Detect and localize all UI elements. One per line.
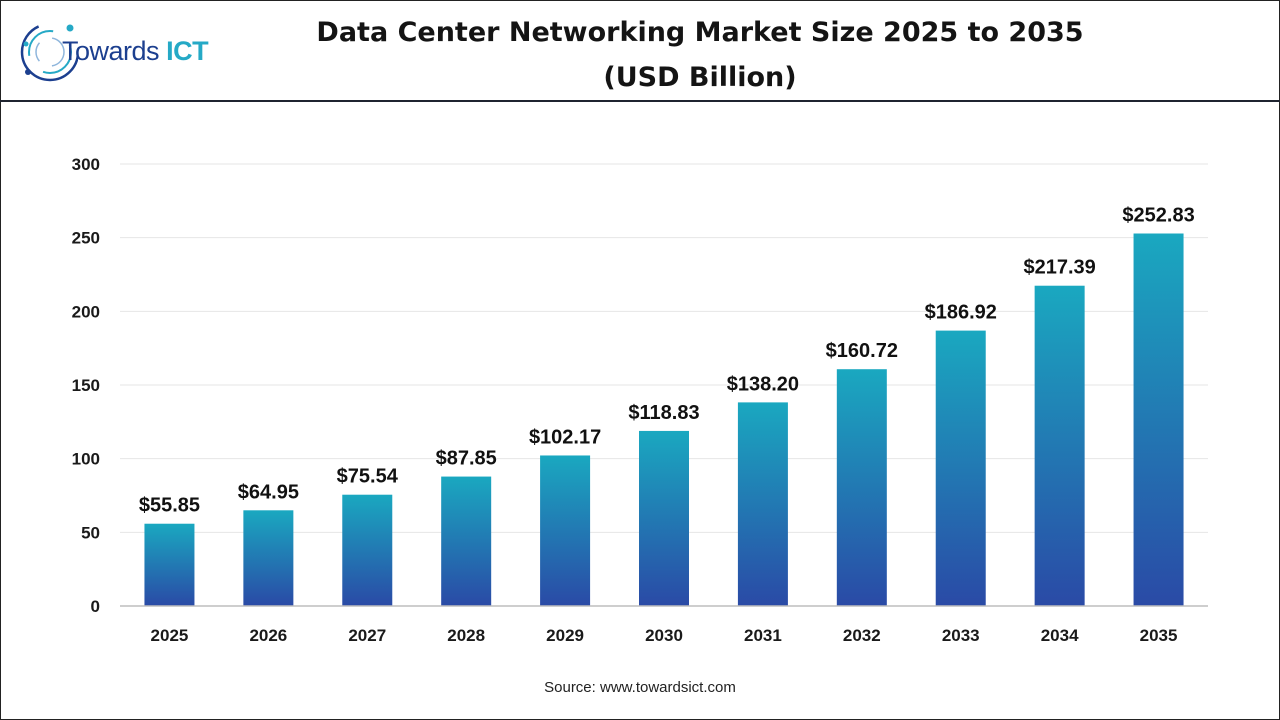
y-tick-label: 200 — [72, 302, 100, 321]
value-label-2029: $102.17 — [529, 426, 601, 448]
bar-2028 — [441, 476, 492, 606]
x-tick-label-2033: 2033 — [942, 626, 980, 645]
logo-word-towards: Towards — [62, 36, 160, 66]
bars — [144, 233, 1184, 606]
value-label-2033: $186.92 — [925, 302, 997, 324]
value-label-2027: $75.54 — [337, 466, 399, 488]
bar-2029 — [540, 455, 591, 606]
y-axis: 0 50 100 150 200 250 300 — [72, 155, 100, 616]
bar-2027 — [342, 494, 393, 606]
x-tick-label-2035: 2035 — [1140, 626, 1178, 645]
x-tick-label-2029: 2029 — [546, 626, 584, 645]
value-label-2025: $55.85 — [139, 495, 200, 517]
chart-title: Data Center Networking Market Size 2025 … — [316, 17, 1084, 48]
bar-2025 — [144, 523, 195, 606]
value-label-2026: $64.95 — [238, 481, 299, 503]
x-tick-label-2031: 2031 — [744, 626, 782, 645]
logo-word-ict: ICT — [166, 36, 209, 66]
x-tick-label-2028: 2028 — [447, 626, 485, 645]
y-tick-label: 250 — [72, 229, 100, 248]
value-label-2031: $138.20 — [727, 373, 799, 395]
logo-wordmark: Towards ICT — [62, 36, 209, 67]
x-tick-label-2027: 2027 — [348, 626, 386, 645]
y-tick-label: 0 — [91, 597, 100, 616]
x-tick-label-2030: 2030 — [645, 626, 683, 645]
bar-2034 — [1034, 285, 1085, 606]
bar-2031 — [737, 402, 788, 606]
header: Towards ICT Data Center Networking Marke… — [0, 0, 1280, 102]
towards-ict-logo: Towards ICT — [18, 10, 228, 90]
bar-2026 — [243, 510, 294, 606]
value-label-2032: $160.72 — [826, 340, 898, 362]
y-tick-label: 300 — [72, 155, 100, 174]
globe-logo-icon — [20, 22, 78, 82]
bar-2033 — [935, 330, 986, 606]
y-tick-label: 50 — [81, 523, 100, 542]
source-note: Source: www.towardsict.com — [544, 679, 736, 696]
bar-2032 — [836, 369, 887, 606]
chart-subtitle: (USD Billion) — [603, 62, 797, 93]
value-label-2028: $87.85 — [436, 448, 497, 470]
value-label-2030: $118.83 — [628, 402, 699, 424]
x-tick-label-2032: 2032 — [843, 626, 881, 645]
value-label-2035: $252.83 — [1122, 204, 1194, 226]
bar-2030 — [639, 430, 689, 606]
x-tick-label-2025: 2025 — [151, 626, 189, 645]
x-tick-label-2026: 2026 — [249, 626, 287, 645]
bar-2035 — [1133, 233, 1184, 606]
value-labels: $55.85 $64.95 $75.54 $87.85 $102.17 $118.83 $1… — [139, 204, 1195, 516]
x-axis: 2025 2026 2027 2028 2029 2030 2031 2032 2033 2034… — [120, 605, 1208, 645]
x-tick-label-2034: 2034 — [1041, 626, 1079, 645]
value-label-2034: $217.39 — [1023, 257, 1095, 279]
y-tick-label: 150 — [72, 376, 100, 395]
y-tick-label: 100 — [72, 450, 100, 469]
